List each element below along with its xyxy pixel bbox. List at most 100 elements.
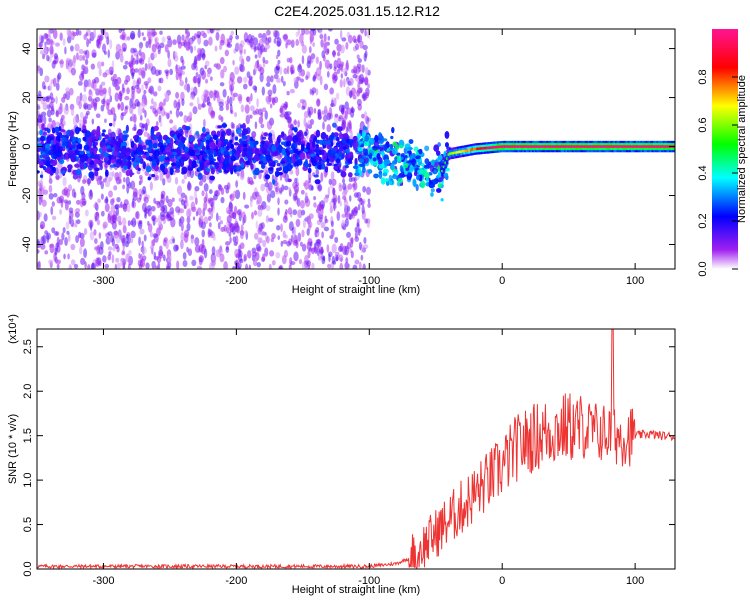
heatmap-cell <box>84 104 87 110</box>
heatmap-cell <box>183 174 188 180</box>
heatmap-cell <box>245 55 251 62</box>
heatmap-cell <box>391 174 398 180</box>
heatmap-cell <box>120 257 124 267</box>
heatmap-cell <box>398 173 405 178</box>
heatmap-cell <box>81 94 88 103</box>
heatmap-cell <box>181 178 185 184</box>
heatmap-cell <box>242 191 246 200</box>
heatmap-cell <box>74 211 80 218</box>
heatmap-cell <box>383 158 390 167</box>
heatmap-cell <box>286 65 290 75</box>
heatmap-cell <box>159 30 163 35</box>
heatmap-cell <box>133 187 138 198</box>
heatmap-cell <box>332 122 337 128</box>
heatmap-cell <box>303 117 307 127</box>
heatmap-cell <box>317 109 322 117</box>
heatmap-cell <box>349 237 354 242</box>
heatmap-cell <box>265 82 271 87</box>
heatmap-cell <box>94 167 100 172</box>
heatmap-cell <box>304 180 310 190</box>
heatmap-cell <box>201 145 206 152</box>
heatmap-cell <box>220 141 225 148</box>
heatmap-cell <box>217 152 222 156</box>
heatmap-cell <box>220 33 226 44</box>
heatmap-cell <box>43 115 47 125</box>
heatmap-cell <box>394 169 399 176</box>
heatmap-cell <box>180 222 184 232</box>
heatmap-cell <box>205 168 211 173</box>
heatmap-cell <box>54 42 60 47</box>
heatmap-cell <box>98 89 104 96</box>
heatmap-cell <box>54 247 58 255</box>
heatmap-cell <box>100 153 104 160</box>
heatmap-cell <box>210 167 215 175</box>
heatmap-cell <box>235 127 242 135</box>
heatmap-cell <box>196 96 200 106</box>
heatmap-cell <box>295 218 301 228</box>
heatmap-cell <box>132 57 136 65</box>
heatmap-cell <box>216 155 221 162</box>
heatmap-cell <box>147 77 152 84</box>
heatmap-cell <box>218 43 223 51</box>
heatmap-cell <box>65 90 71 101</box>
heatmap-cell <box>62 141 67 146</box>
heatmap-cell <box>83 65 89 71</box>
heatmap-cell <box>259 169 264 173</box>
heatmap-cell <box>240 104 245 113</box>
heatmap-cell <box>83 50 88 55</box>
heatmap-cell <box>281 131 285 136</box>
heatmap-cell <box>268 167 274 171</box>
heatmap-cell <box>418 148 423 155</box>
heatmap-cell <box>64 237 68 246</box>
heatmap-cell <box>344 245 350 256</box>
heatmap-cell <box>435 150 441 156</box>
heatmap-cell <box>205 90 210 96</box>
heatmap-cell <box>253 64 257 75</box>
heatmap-cell <box>264 174 270 180</box>
heatmap-cell <box>149 105 154 110</box>
heatmap-cell <box>234 222 240 233</box>
heatmap-cell <box>104 179 111 188</box>
heatmap-cell <box>331 99 334 107</box>
heatmap-cell <box>347 183 353 190</box>
heatmap-cell <box>214 162 220 170</box>
heatmap-cell <box>308 46 312 54</box>
heatmap-cell <box>265 235 270 244</box>
heatmap-cell <box>361 205 365 215</box>
heatmap-cell <box>97 61 102 69</box>
heatmap-cell <box>90 63 96 70</box>
heatmap-cell <box>397 177 403 184</box>
heatmap-cell <box>230 143 234 150</box>
heatmap-cell <box>41 199 47 207</box>
heatmap-cell <box>268 263 272 269</box>
heatmap-cell <box>327 35 331 41</box>
heatmap-cell <box>106 36 110 46</box>
heatmap-cell <box>40 135 45 142</box>
heatmap-cell <box>301 29 306 36</box>
heatmap-cell <box>55 109 59 117</box>
heatmap-cell <box>356 191 362 199</box>
heatmap-cell <box>98 246 104 255</box>
heatmap-cell <box>162 254 166 262</box>
heatmap-cell <box>301 229 305 238</box>
heatmap-cell <box>333 59 338 70</box>
heatmap-cell <box>173 51 178 59</box>
heatmap-cell <box>145 41 149 49</box>
heatmap-cell <box>182 259 188 267</box>
heatmap-cell <box>288 221 294 231</box>
heatmap-cell <box>194 149 200 154</box>
heatmap-cell <box>126 36 131 41</box>
heatmap-cell <box>271 160 276 167</box>
heatmap-cell <box>364 92 369 99</box>
heatmap-cell <box>323 83 329 91</box>
heatmap-cell <box>287 207 293 215</box>
heatmap-cell <box>257 42 261 51</box>
heatmap-cell <box>310 134 316 139</box>
heatmap-cell <box>118 48 124 56</box>
heatmap-cell <box>234 136 239 141</box>
heatmap-cell <box>275 167 281 172</box>
heatmap-cell <box>347 158 352 163</box>
heatmap-cell <box>46 109 52 118</box>
heatmap-cell <box>107 49 111 59</box>
heatmap-cell <box>330 229 335 237</box>
